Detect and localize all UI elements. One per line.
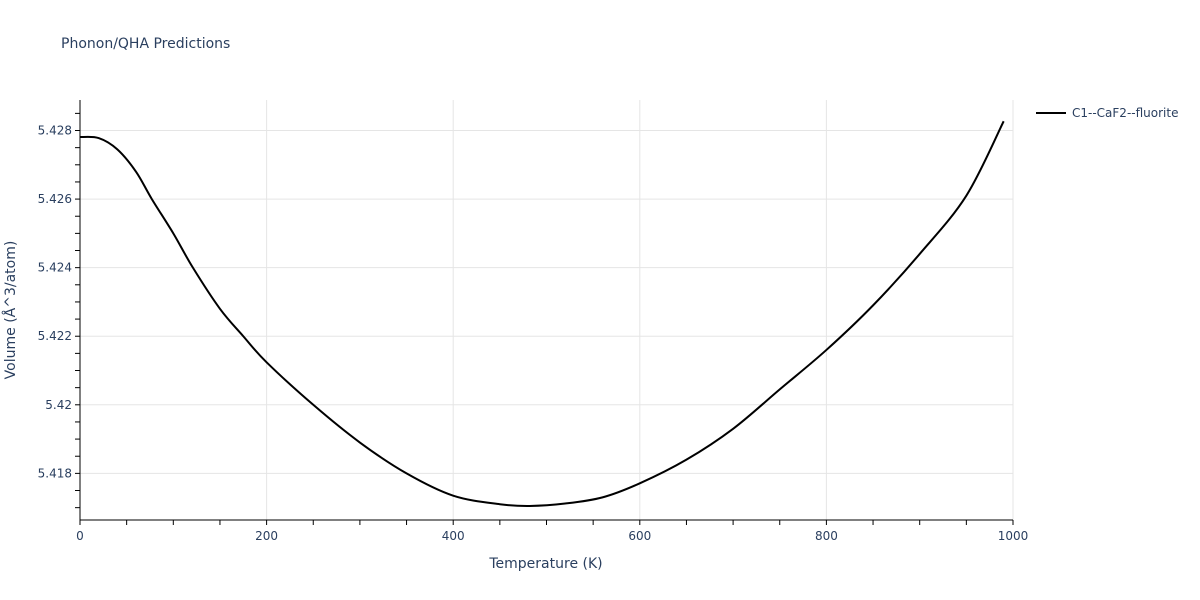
y-axis-title: Volume (Å^3/atom) <box>2 241 19 380</box>
gridlines <box>80 100 1014 520</box>
y-axis-ticks: 5.418 5.42 5.422 5.424 5.426 5.428 <box>38 112 80 509</box>
legend[interactable]: C1--CaF2--fluorite <box>1036 106 1178 120</box>
x-tick-label: 200 <box>255 529 278 543</box>
x-tick-label: 400 <box>442 529 465 543</box>
x-axis-ticks: 0 200 400 600 800 1000 <box>76 520 1028 543</box>
y-tick-label: 5.426 <box>38 192 72 206</box>
legend-label: C1--CaF2--fluorite <box>1072 106 1179 120</box>
legend-line-swatch <box>1036 112 1066 114</box>
x-tick-label: 600 <box>628 529 651 543</box>
x-tick-label: 0 <box>76 529 84 543</box>
x-tick-label: 800 <box>815 529 838 543</box>
y-tick-label: 5.428 <box>38 124 72 138</box>
y-tick-label: 5.422 <box>38 329 72 343</box>
x-tick-label: 1000 <box>998 529 1029 543</box>
data-line[interactable] <box>79 120 1005 507</box>
y-tick-label: 5.418 <box>38 466 72 480</box>
y-tick-label: 5.42 <box>45 398 72 412</box>
chart-title: Phonon/QHA Predictions <box>61 36 231 52</box>
x-axis-title: Temperature (K) <box>488 556 602 572</box>
y-tick-label: 5.424 <box>38 261 72 275</box>
